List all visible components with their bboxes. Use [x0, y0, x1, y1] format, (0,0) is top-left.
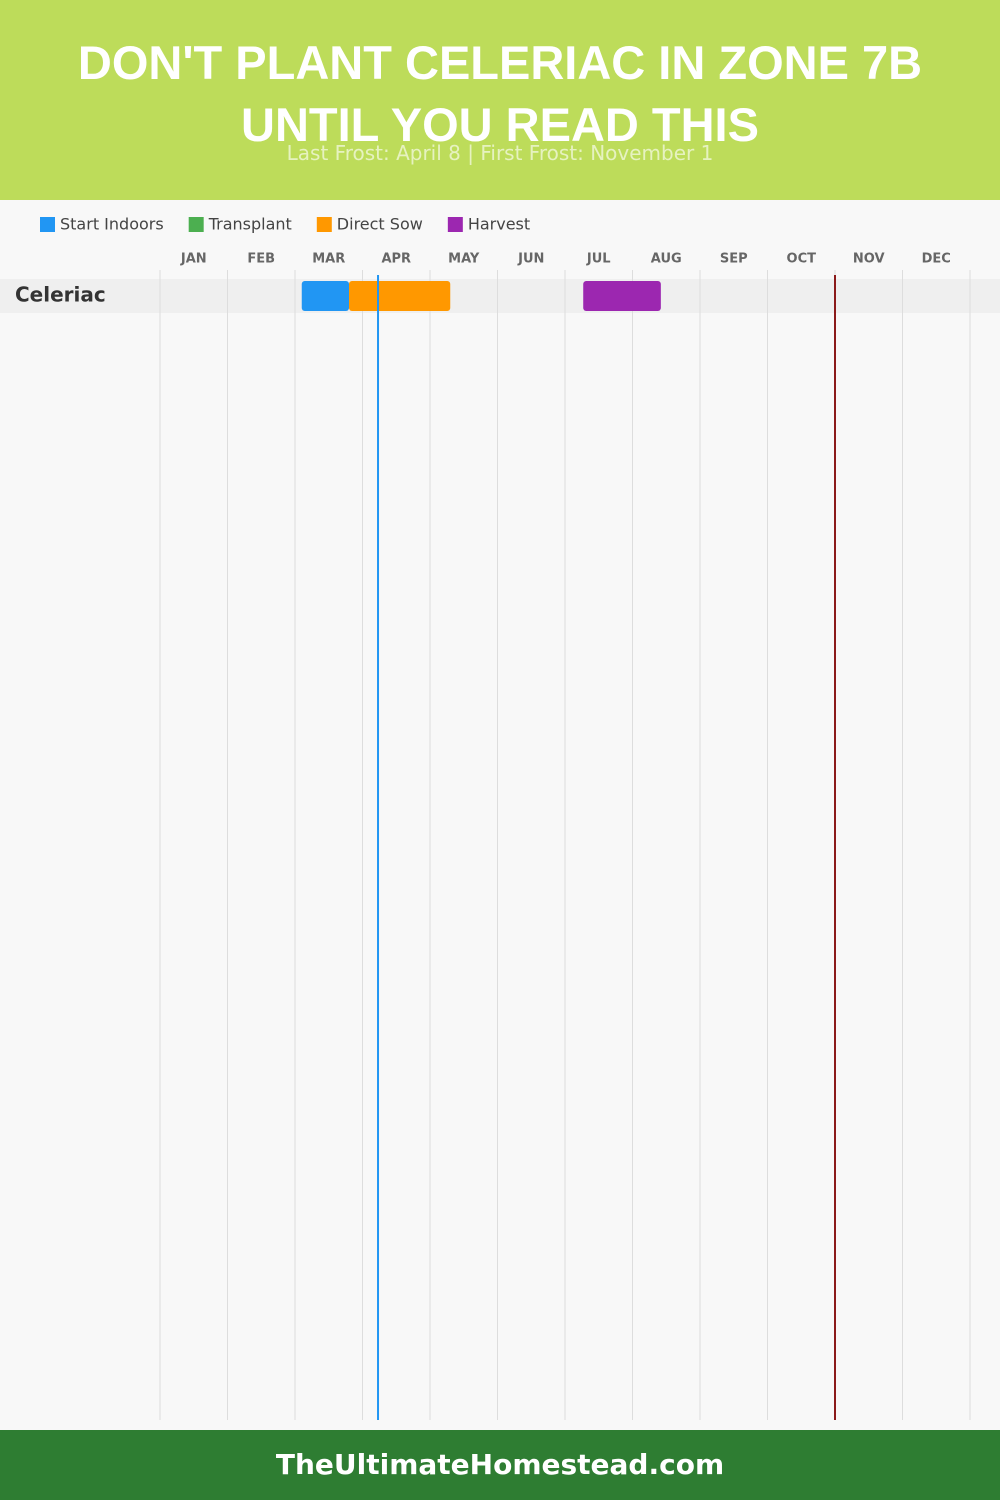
- x-tick-label: DEC: [922, 252, 951, 267]
- x-tick-label: APR: [381, 252, 411, 267]
- x-tick-label: JUL: [586, 252, 611, 267]
- chart-title: DON'T PLANT CELERIAC IN ZONE 7B UNTIL YO…: [77, 36, 923, 151]
- legend-swatch: [316, 217, 332, 232]
- x-tick-label: SEP: [720, 252, 748, 267]
- x-tick-label: MAY: [448, 252, 480, 267]
- x-tick-label: OCT: [787, 252, 817, 267]
- x-tick-label: JAN: [180, 252, 207, 267]
- footer: TheUltimateHomestead.com: [0, 1430, 1000, 1500]
- legend-label: Direct Sow: [337, 215, 423, 234]
- x-tick-label: JUN: [517, 252, 544, 267]
- legend-swatch: [447, 217, 463, 232]
- x-tick-label: NOV: [853, 252, 885, 267]
- row-band: [0, 279, 1000, 313]
- row-label: Celeriac: [15, 283, 106, 307]
- legend-swatch: [40, 217, 55, 232]
- legend-swatch: [188, 217, 204, 232]
- legend-label: Harvest: [468, 215, 530, 234]
- legend-label: Start Indoors: [60, 215, 164, 234]
- x-tick-label: AUG: [651, 252, 682, 267]
- bar: [349, 281, 451, 311]
- x-tick-label: FEB: [247, 252, 275, 267]
- chart-subtitle: Last Frost: April 8 | First Frost: Novem…: [286, 141, 714, 165]
- header: DON'T PLANT CELERIAC IN ZONE 7B UNTIL YO…: [0, 0, 1000, 200]
- bar: [583, 281, 661, 311]
- x-tick-label: MAR: [312, 252, 345, 267]
- bar: [301, 281, 349, 311]
- legend-label: Transplant: [208, 215, 292, 234]
